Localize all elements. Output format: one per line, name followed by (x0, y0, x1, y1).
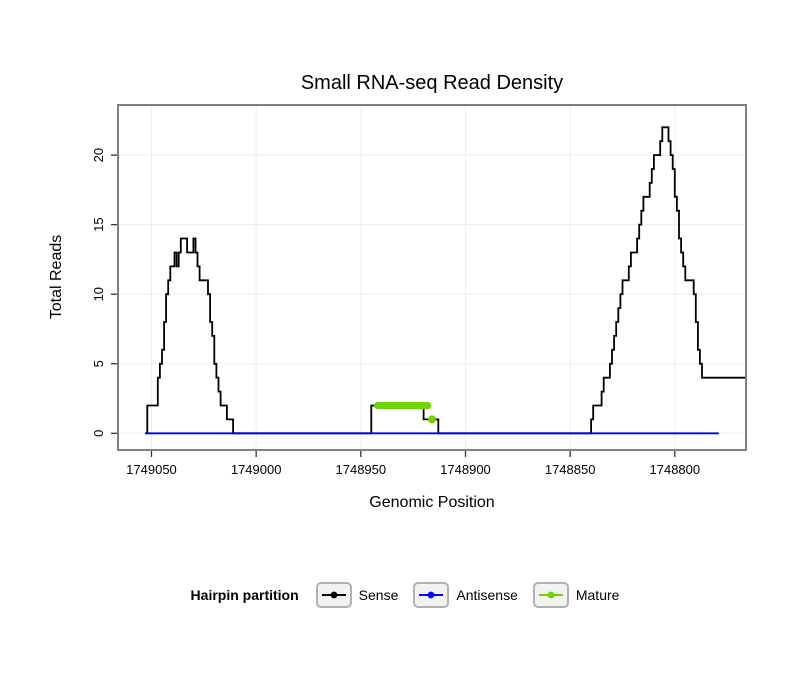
mature-point (428, 415, 436, 424)
legend-label: Mature (575, 587, 620, 603)
plot-area: 1749050 1749000 1748950 1748900 1748850 17488… (91, 104, 747, 477)
x-tick-label: 1748900 (440, 462, 491, 477)
x-tick-label: 1748950 (336, 462, 387, 477)
y-tick-label: 10 (91, 287, 106, 301)
x-tick-label: 1749050 (126, 462, 177, 477)
panel-background (118, 105, 746, 450)
legend-entry-mature: Mature (532, 581, 620, 609)
sense-key-icon (315, 582, 352, 608)
y-tick-label: 15 (91, 217, 106, 231)
legend-label: Antisense (456, 587, 518, 603)
legend-entry-antisense: Antisense (412, 581, 518, 609)
mature-key-icon (532, 582, 569, 608)
x-tick-label: 1749000 (231, 462, 282, 477)
x-tick-label: 1748800 (650, 462, 701, 477)
antisense-key-icon (413, 582, 450, 608)
panel-border (117, 104, 747, 451)
y-tick-label: 5 (91, 360, 106, 367)
legend-entry-sense: Sense (315, 581, 399, 609)
chart-title: Small RNA-seq Read Density (300, 72, 564, 94)
legend: Hairpin partition Sense Antisense Mature (0, 581, 810, 609)
y-tick-label: 20 (91, 148, 106, 162)
y-tick-label: 0 (91, 430, 106, 437)
x-axis-label: Genomic Position (369, 494, 495, 511)
legend-label: Sense (358, 587, 399, 603)
sense-line (145, 126, 746, 435)
legend-title: Hairpin partition (190, 587, 299, 603)
x-tick-label: 1748850 (545, 462, 596, 477)
